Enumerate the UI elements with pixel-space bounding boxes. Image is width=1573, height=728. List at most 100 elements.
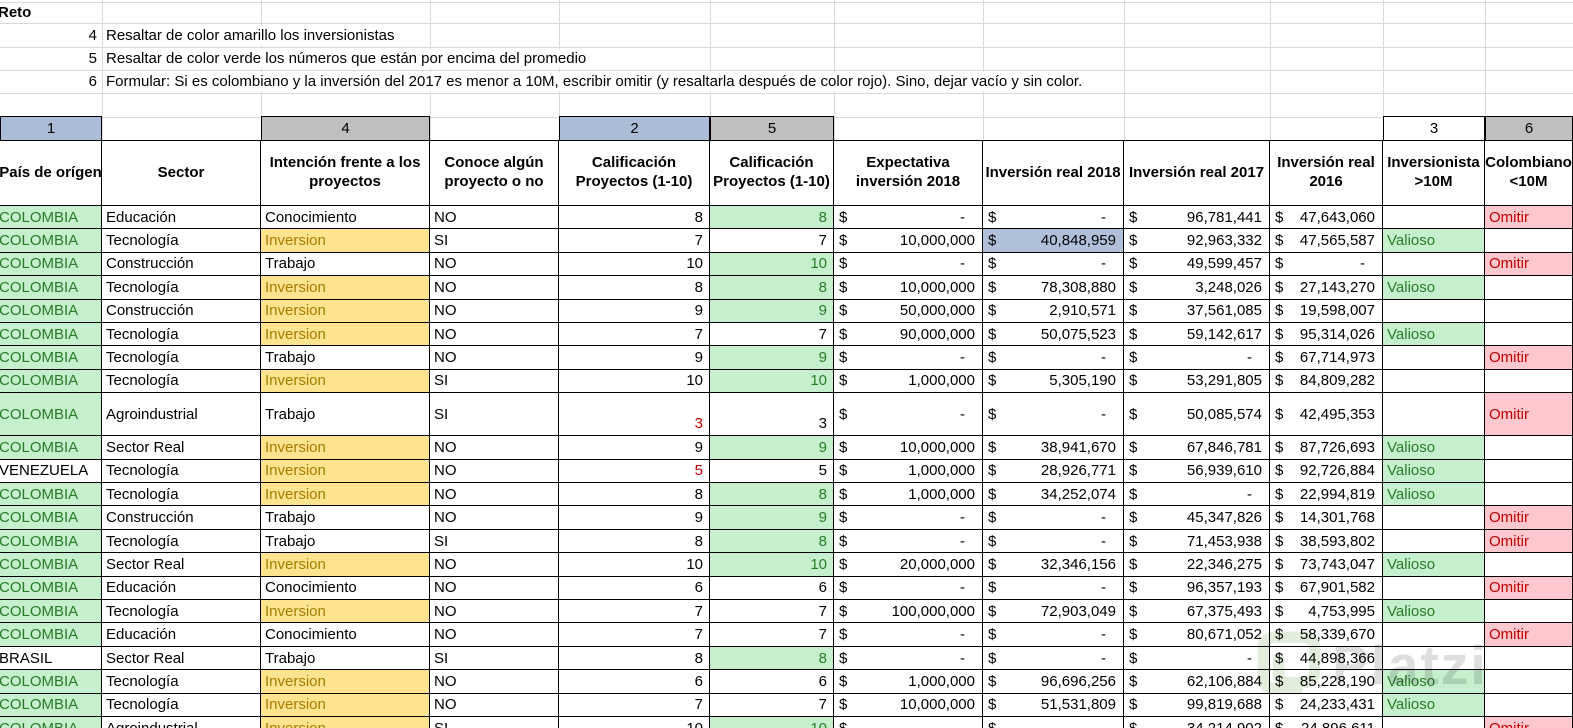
cell-intencion[interactable]: Inversion [261, 600, 430, 624]
cell-expectativa-2018[interactable]: $- [834, 346, 983, 370]
cell-pais[interactable]: COLOMBIA [0, 393, 102, 437]
cell-pais[interactable]: COLOMBIA [0, 346, 102, 370]
cell-colombiano[interactable] [1485, 436, 1573, 460]
cell-expectativa-2018[interactable]: $- [834, 252, 983, 277]
cell-pais[interactable]: VENEZUELA [0, 459, 102, 484]
cell-sector[interactable]: Construcción [102, 299, 261, 323]
cell-colombiano[interactable] [1485, 322, 1573, 347]
cell-expectativa-2018[interactable]: $1,000,000 [834, 369, 983, 394]
cell-inversionista[interactable] [1383, 369, 1485, 394]
cell-sector[interactable]: Tecnología [102, 600, 261, 624]
cell-inversion-2018[interactable]: $78,308,880 [983, 276, 1124, 300]
cell-sector[interactable]: Sector Real [102, 646, 261, 671]
cell-inversion-2016[interactable]: $47,565,587 [1270, 229, 1383, 253]
cell-conoce[interactable]: NO [430, 276, 559, 300]
cell-calificacion-2[interactable]: 7 [710, 600, 834, 624]
cell-pais[interactable]: COLOMBIA [0, 206, 102, 230]
cell-intencion[interactable]: Inversion [261, 369, 430, 394]
cell-calificacion-1[interactable]: 7 [559, 600, 710, 624]
cell-intencion[interactable]: Inversion [261, 229, 430, 253]
cell-colombiano[interactable] [1485, 459, 1573, 484]
cell-pais[interactable]: BRASIL [0, 646, 102, 671]
column-tag[interactable]: 5 [710, 116, 834, 141]
cell-pais[interactable]: COLOMBIA [0, 623, 102, 647]
cell-inversion-2016[interactable]: $67,714,973 [1270, 346, 1383, 370]
cell-conoce[interactable]: SI [430, 529, 559, 554]
cell-calificacion-1[interactable]: 9 [559, 299, 710, 323]
cell-sector[interactable]: Construcción [102, 506, 261, 530]
cell-colombiano[interactable] [1485, 553, 1573, 577]
cell-inversion-2018[interactable]: $28,926,771 [983, 459, 1124, 484]
cell-inversionista[interactable] [1383, 576, 1485, 601]
cell-calificacion-2[interactable]: 8 [710, 529, 834, 554]
cell-expectativa-2018[interactable]: $- [834, 623, 983, 647]
header-pais[interactable]: País de orígen [0, 141, 102, 206]
cell-intencion[interactable]: Trabajo [261, 252, 430, 277]
cell-sector[interactable]: Educación [102, 623, 261, 647]
cell-colombiano[interactable] [1485, 670, 1573, 694]
column-tag[interactable]: 4 [261, 116, 430, 141]
cell-intencion[interactable]: Inversion [261, 693, 430, 717]
cell-colombiano[interactable]: Omitir [1485, 623, 1573, 647]
cell-calificacion-2[interactable]: 9 [710, 346, 834, 370]
cell-colombiano[interactable]: Omitir [1485, 346, 1573, 370]
cell-sector[interactable]: Educación [102, 206, 261, 230]
cell-conoce[interactable]: SI [430, 369, 559, 394]
cell-intencion[interactable]: Trabajo [261, 346, 430, 370]
cell-sector[interactable]: Tecnología [102, 369, 261, 394]
cell-conoce[interactable]: NO [430, 459, 559, 484]
instruction-number[interactable]: 4 [88, 27, 97, 44]
cell-colombiano[interactable] [1485, 276, 1573, 300]
cell-expectativa-2018[interactable]: $- [834, 529, 983, 554]
cell-calificacion-2[interactable]: 10 [710, 553, 834, 577]
cell-intencion[interactable]: Trabajo [261, 506, 430, 530]
cell-colombiano[interactable]: Omitir [1485, 252, 1573, 277]
cell-inversion-2016[interactable]: $42,495,353 [1270, 393, 1383, 437]
cell-inversion-2018[interactable]: $2,910,571 [983, 299, 1124, 323]
cell-pais[interactable]: COLOMBIA [0, 276, 102, 300]
cell-inversion-2018[interactable]: $50,075,523 [983, 322, 1124, 347]
cell-sector[interactable]: Educación [102, 576, 261, 601]
cell-intencion[interactable]: Inversion [261, 553, 430, 577]
cell-calificacion-1[interactable]: 9 [559, 346, 710, 370]
cell-inversion-2017[interactable]: $49,599,457 [1124, 252, 1270, 277]
cell-intencion[interactable]: Inversion [261, 483, 430, 507]
cell-conoce[interactable]: NO [430, 346, 559, 370]
cell-inversion-2017[interactable]: $37,561,085 [1124, 299, 1270, 323]
cell-intencion[interactable]: Trabajo [261, 529, 430, 554]
column-tag[interactable]: 3 [1383, 116, 1485, 141]
header-inversion-2017[interactable]: Inversión real 2017 [1124, 141, 1270, 206]
cell-calificacion-1[interactable]: 5 [559, 459, 710, 484]
cell-intencion[interactable]: Inversion [261, 299, 430, 323]
cell-calificacion-2[interactable]: 6 [710, 576, 834, 601]
column-tag[interactable]: 1 [0, 116, 102, 141]
column-tag[interactable]: 6 [1485, 116, 1573, 141]
cell-inversion-2018[interactable]: $- [983, 646, 1124, 671]
cell-calificacion-2[interactable]: 7 [710, 229, 834, 253]
cell-inversion-2018[interactable]: $96,696,256 [983, 670, 1124, 694]
header-intencion[interactable]: Intención frente a los proyectos [261, 141, 430, 206]
cell-intencion[interactable]: Trabajo [261, 393, 430, 437]
cell-expectativa-2018[interactable]: $10,000,000 [834, 436, 983, 460]
cell-calificacion-2[interactable]: 7 [710, 693, 834, 717]
cell-inversion-2018[interactable]: $32,346,156 [983, 553, 1124, 577]
cell-calificacion-2[interactable]: 10 [710, 252, 834, 277]
cell-expectativa-2018[interactable]: $10,000,000 [834, 229, 983, 253]
cell-inversionista[interactable] [1383, 529, 1485, 554]
cell-inversion-2018[interactable]: $72,903,049 [983, 600, 1124, 624]
cell-pais[interactable]: COLOMBIA [0, 576, 102, 601]
cell-inversion-2017[interactable]: $ - [1124, 646, 1270, 671]
cell-inversionista[interactable] [1383, 346, 1485, 370]
cell-expectativa-2018[interactable]: $- [834, 506, 983, 530]
cell-inversion-2016[interactable]: $24,896,611 [1270, 717, 1383, 728]
cell-pais[interactable]: COLOMBIA [0, 299, 102, 323]
cell-inversionista[interactable]: Valioso [1383, 600, 1485, 624]
cell-inversion-2016[interactable]: $92,726,884 [1270, 459, 1383, 484]
cell-inversion-2017[interactable]: $71,453,938 [1124, 529, 1270, 554]
cell-calificacion-1[interactable]: 9 [559, 436, 710, 460]
cell-calificacion-1[interactable]: 8 [559, 276, 710, 300]
cell-inversionista[interactable] [1383, 252, 1485, 277]
cell-calificacion-2[interactable]: 10 [710, 369, 834, 394]
cell-calificacion-1[interactable]: 7 [559, 623, 710, 647]
cell-expectativa-2018[interactable]: $- [834, 576, 983, 601]
